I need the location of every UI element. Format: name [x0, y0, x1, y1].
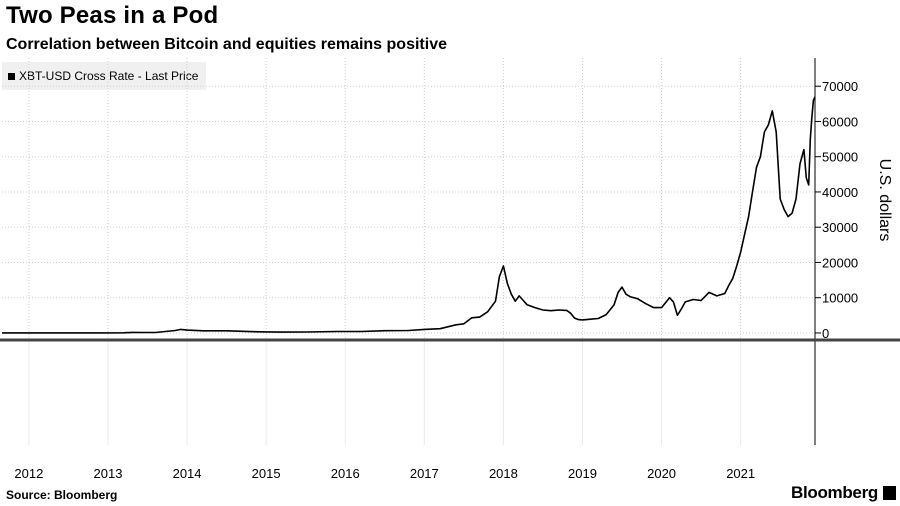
series-layer [2, 96, 816, 334]
vertical-gridlines [28, 58, 742, 445]
chart-subtitle: Correlation between Bitcoin and equities… [6, 36, 447, 53]
bloomberg-terminal-icon [883, 486, 896, 500]
y-tick-label: 0 [822, 326, 829, 341]
horizontal-gridlines [2, 85, 815, 334]
series-line [2, 96, 816, 334]
y-tick-label: 20000 [822, 255, 858, 270]
x-tick-labels: 2012 2013 2014 2015 2016 2017 2018 2019 2020 2021 [14, 466, 755, 481]
y-tick-label: 50000 [822, 150, 858, 165]
x-tick-label: 2015 [252, 466, 281, 481]
source-note: Source: Bloomberg [6, 488, 118, 502]
y-tick-label: 10000 [822, 291, 858, 306]
y-axis-label: U.S. dollars [876, 159, 893, 242]
x-tick-label: 2017 [410, 466, 439, 481]
x-tick-label: 2013 [94, 466, 123, 481]
legend: XBT-USD Cross Rate - Last Price [2, 62, 207, 90]
y-tick-label: 70000 [822, 79, 858, 94]
x-tick-label: 2018 [489, 466, 518, 481]
chart-title: Two Peas in a Pod [6, 2, 219, 29]
x-tick-label: 2021 [726, 466, 755, 481]
axes [0, 58, 900, 445]
y-tick-label: 60000 [822, 114, 858, 129]
y-tick-labels: 0 10000 20000 30000 40000 50000 60000 70000 [822, 79, 858, 341]
x-tick-label: 2014 [173, 466, 202, 481]
y-tick-label: 30000 [822, 220, 858, 235]
x-tick-label: 2019 [568, 466, 597, 481]
x-tick-label: 2012 [14, 466, 43, 481]
brand-logo: Bloomberg [790, 483, 878, 502]
y-tick-label: 40000 [822, 185, 858, 200]
legend-swatch [8, 72, 15, 80]
legend-label: XBT-USD Cross Rate - Last Price [19, 69, 199, 83]
x-tick-label: 2016 [331, 466, 360, 481]
x-tick-label: 2020 [647, 466, 676, 481]
